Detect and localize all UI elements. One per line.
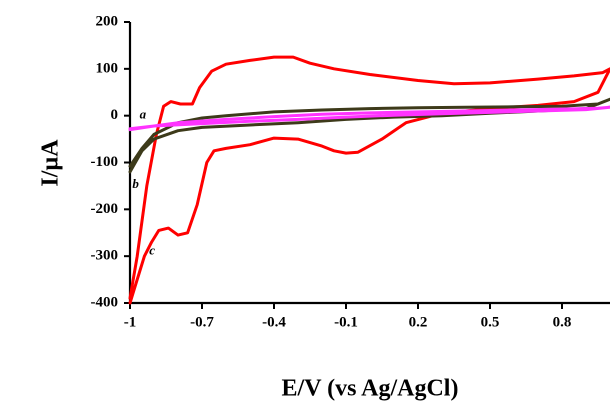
y-tick-label: -100 xyxy=(91,154,119,170)
y-tick-label: 200 xyxy=(96,13,119,29)
x-tick-label: -1 xyxy=(124,314,137,330)
annotation-layer: a b c xyxy=(132,107,155,258)
x-tick-label: 0.8 xyxy=(553,314,572,330)
y-ticks: 200 100 0 -100 -200 -300 -400 xyxy=(91,13,130,310)
x-tick-label: 0.5 xyxy=(481,314,500,330)
series-line-a xyxy=(128,105,610,132)
y-tick-label: -400 xyxy=(91,294,119,310)
x-axis-title: E/V (vs Ag/AgCl) xyxy=(282,376,459,402)
y-tick-label: 100 xyxy=(96,60,119,76)
y-axis-title: I/µA xyxy=(38,139,64,187)
y-tick-label: 0 xyxy=(111,107,119,123)
curve-label-b: b xyxy=(132,176,139,191)
curve-label-a: a xyxy=(140,107,147,122)
x-tick-label: -0.1 xyxy=(334,314,358,330)
series-line-c xyxy=(128,55,610,305)
x-tick-label: -0.7 xyxy=(190,314,214,330)
x-tick-label: 0.2 xyxy=(409,314,428,330)
y-tick-label: -200 xyxy=(91,201,119,217)
series-layer xyxy=(128,55,610,305)
x-ticks: -1 -0.7 -0.4 -0.1 0.2 0.5 0.8 xyxy=(124,303,572,330)
series-line-b xyxy=(128,97,610,174)
curve-label-c: c xyxy=(149,242,155,257)
x-tick-label: -0.4 xyxy=(262,314,286,330)
y-tick-label: -300 xyxy=(91,248,119,264)
